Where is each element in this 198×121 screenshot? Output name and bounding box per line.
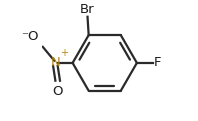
Text: O: O — [52, 85, 63, 98]
Text: ⁻O: ⁻O — [21, 30, 38, 43]
Text: +: + — [60, 48, 68, 58]
Text: Br: Br — [80, 3, 95, 16]
Text: F: F — [154, 56, 162, 69]
Text: N: N — [50, 56, 60, 69]
